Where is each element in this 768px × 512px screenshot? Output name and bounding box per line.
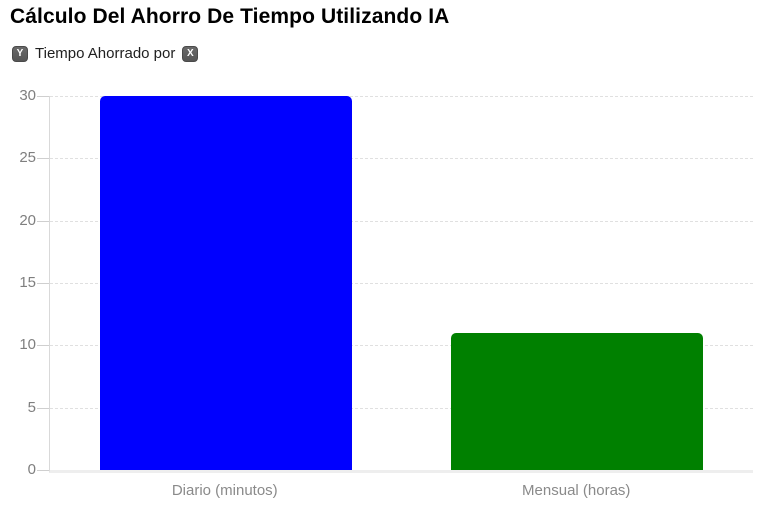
y-tick-mark-25: [37, 158, 49, 160]
chart-legend: Y Tiempo Ahorrado por X: [12, 45, 199, 62]
gridline-25: [50, 158, 753, 160]
y-tick-label-10: 10: [19, 336, 36, 354]
y-axis: 0 5 10 15 20 25 30: [0, 87, 49, 478]
gridline-30: [50, 96, 753, 97]
x-tick-label-mensual: Mensual (horas): [522, 482, 631, 499]
y-tick-mark-10: [37, 345, 49, 347]
y-tick-mark-5: [37, 407, 49, 409]
gridline-10: [50, 345, 753, 347]
y-tick-mark-0: [37, 470, 49, 471]
gridline-5: [50, 407, 753, 409]
x-axis: Diario (minutos) Mensual (horas): [49, 481, 752, 501]
bar-series: [50, 96, 753, 470]
y-tick-label-0: 0: [27, 461, 36, 478]
y-tick-label-5: 5: [27, 398, 36, 416]
chart-title: Cálculo Del Ahorro De Tiempo Utilizando …: [10, 5, 450, 28]
y-tick-mark-30: [37, 96, 49, 97]
band-diario: [50, 96, 402, 470]
y-tick-mark-15: [37, 283, 49, 284]
x-tick-label-diario: Diario (minutos): [171, 482, 278, 499]
y-tick-label-20: 20: [19, 211, 36, 229]
y-tick-label-25: 25: [19, 149, 36, 167]
y-tick-mark-20: [37, 220, 49, 222]
gridline-15: [50, 283, 753, 284]
plot-area: [49, 96, 753, 473]
x-axis-key-badge-icon: X: [182, 45, 199, 62]
y-tick-label-15: 15: [19, 274, 36, 291]
gridline-20: [50, 220, 753, 222]
y-axis-key-badge-icon: Y: [12, 45, 28, 62]
y-tick-label-30: 30: [19, 87, 36, 104]
bar-diario[interactable]: [99, 96, 352, 470]
band-mensual: [402, 96, 754, 470]
bar-mensual[interactable]: [451, 332, 704, 470]
legend-label: Tiempo Ahorrado por: [35, 45, 176, 62]
